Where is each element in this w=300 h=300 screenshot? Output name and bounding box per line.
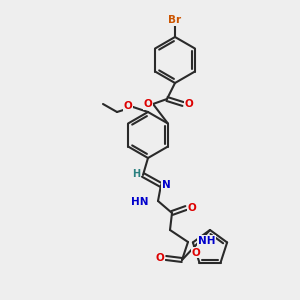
Text: HN: HN [130,197,148,207]
Text: NH: NH [198,236,215,246]
Text: Br: Br [168,15,182,25]
Text: O: O [124,101,132,111]
Text: O: O [188,203,196,213]
Text: O: O [192,248,200,257]
Text: O: O [184,99,194,109]
Text: H: H [132,169,140,179]
Text: N: N [162,180,170,190]
Text: O: O [156,253,164,263]
Text: O: O [144,99,152,109]
